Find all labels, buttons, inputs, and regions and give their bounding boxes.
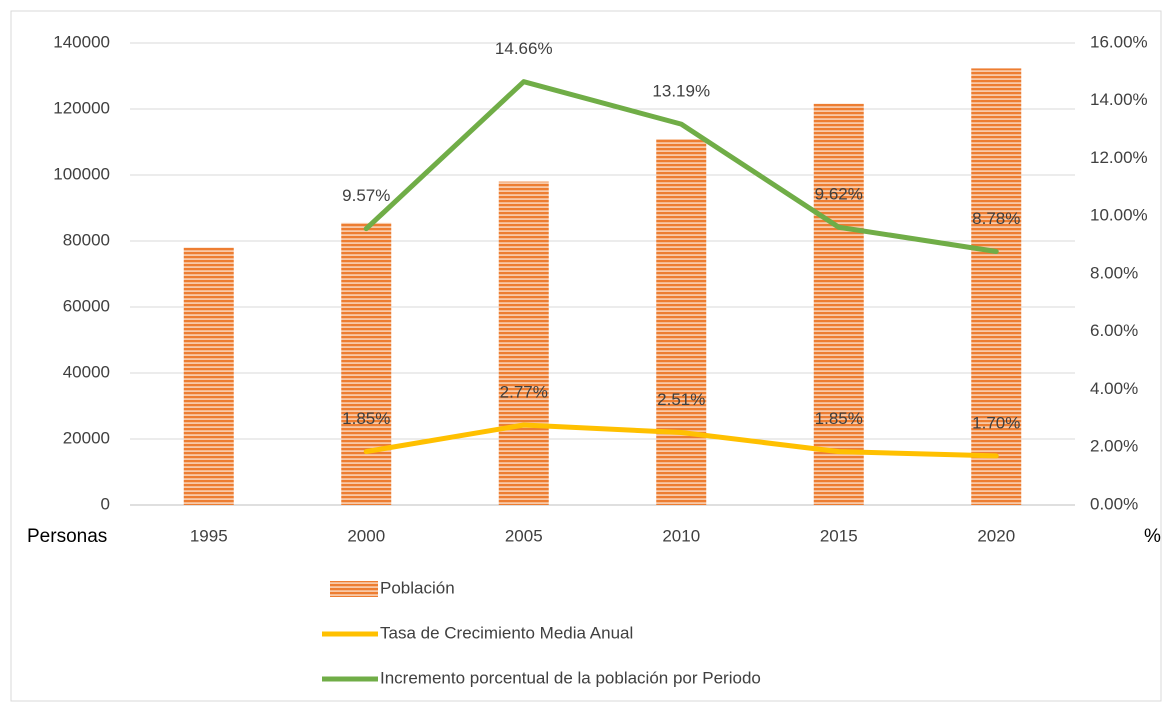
data-label: 8.78% xyxy=(972,209,1020,228)
bar xyxy=(183,247,234,505)
y2-tick-label: 6.00% xyxy=(1090,321,1138,340)
legend-label: Tasa de Crecimiento Media Anual xyxy=(380,623,633,642)
y2-tick-label: 14.00% xyxy=(1090,90,1148,109)
y-axis-label: Personas xyxy=(27,526,107,547)
y-tick-label: 140000 xyxy=(53,32,110,51)
bar xyxy=(813,103,864,505)
data-label: 2.77% xyxy=(500,383,548,402)
y2-tick-label: 0.00% xyxy=(1090,494,1138,513)
y2-tick-label: 12.00% xyxy=(1090,148,1148,167)
y2-tick-label: 2.00% xyxy=(1090,437,1138,456)
y-tick-label: 100000 xyxy=(53,164,110,183)
y-tick-label: 40000 xyxy=(63,362,110,381)
x-tick-label: 1995 xyxy=(190,526,228,545)
x-tick-label: 2010 xyxy=(662,526,700,545)
y2-axis-label: % xyxy=(1144,526,1161,547)
y2-tick-label: 10.00% xyxy=(1090,206,1148,225)
y2-tick-label: 8.00% xyxy=(1090,263,1138,282)
data-label: 1.85% xyxy=(342,409,390,428)
data-label: 9.57% xyxy=(342,186,390,205)
x-tick-label: 2020 xyxy=(977,526,1015,545)
legend-label: Incremento porcentual de la población po… xyxy=(380,668,761,687)
y2-tick-label: 16.00% xyxy=(1090,32,1148,51)
data-label: 2.51% xyxy=(657,390,705,409)
legend-swatch xyxy=(330,581,378,597)
bar xyxy=(498,181,549,505)
legend-label: Población xyxy=(380,578,455,597)
x-tick-label: 2000 xyxy=(347,526,385,545)
bar xyxy=(971,68,1022,505)
y-tick-label: 0 xyxy=(101,494,110,513)
data-label: 1.85% xyxy=(815,409,863,428)
y-tick-label: 60000 xyxy=(63,296,110,315)
data-label: 14.66% xyxy=(495,39,553,58)
y-tick-label: 80000 xyxy=(63,230,110,249)
data-label: 13.19% xyxy=(652,82,710,101)
bar xyxy=(656,139,707,505)
data-label: 1.70% xyxy=(972,413,1020,432)
data-label: 9.62% xyxy=(815,185,863,204)
line xyxy=(363,79,999,254)
bar xyxy=(341,222,392,505)
y-tick-label: 20000 xyxy=(63,428,110,447)
line xyxy=(363,422,999,459)
x-tick-label: 2015 xyxy=(820,526,858,545)
y-tick-label: 120000 xyxy=(53,98,110,117)
x-tick-label: 2005 xyxy=(505,526,543,545)
y2-tick-label: 4.00% xyxy=(1090,379,1138,398)
